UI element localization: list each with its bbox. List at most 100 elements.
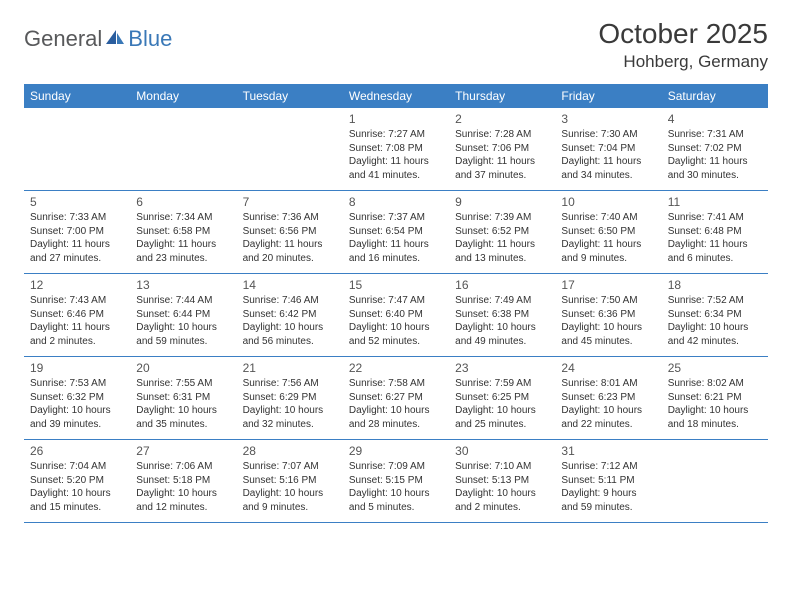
calendar-cell: 7Sunrise: 7:36 AMSunset: 6:56 PMDaylight… (237, 191, 343, 273)
daylight-text: Daylight: 11 hours and 6 minutes. (668, 238, 762, 265)
daylight-text: Daylight: 10 hours and 35 minutes. (136, 404, 230, 431)
daylight-text: Daylight: 10 hours and 45 minutes. (561, 321, 655, 348)
daylight-text: Daylight: 9 hours and 59 minutes. (561, 487, 655, 514)
day-number: 18 (668, 278, 762, 292)
daylight-text: Daylight: 11 hours and 2 minutes. (30, 321, 124, 348)
day-info: Sunrise: 7:27 AMSunset: 7:08 PMDaylight:… (349, 128, 443, 182)
calendar-row: 12Sunrise: 7:43 AMSunset: 6:46 PMDayligh… (24, 274, 768, 357)
sunset-text: Sunset: 5:11 PM (561, 474, 655, 488)
daylight-text: Daylight: 10 hours and 28 minutes. (349, 404, 443, 431)
calendar-cell: 10Sunrise: 7:40 AMSunset: 6:50 PMDayligh… (555, 191, 661, 273)
daylight-text: Daylight: 11 hours and 9 minutes. (561, 238, 655, 265)
day-number: 17 (561, 278, 655, 292)
sunrise-text: Sunrise: 7:47 AM (349, 294, 443, 308)
daylight-text: Daylight: 10 hours and 9 minutes. (243, 487, 337, 514)
calendar-row: 19Sunrise: 7:53 AMSunset: 6:32 PMDayligh… (24, 357, 768, 440)
title-block: October 2025 Hohberg, Germany (598, 18, 768, 72)
day-number: 12 (30, 278, 124, 292)
daylight-text: Daylight: 10 hours and 39 minutes. (30, 404, 124, 431)
day-info: Sunrise: 7:47 AMSunset: 6:40 PMDaylight:… (349, 294, 443, 348)
daylight-text: Daylight: 11 hours and 34 minutes. (561, 155, 655, 182)
sunrise-text: Sunrise: 7:50 AM (561, 294, 655, 308)
calendar-cell: 20Sunrise: 7:55 AMSunset: 6:31 PMDayligh… (130, 357, 236, 439)
day-number: 14 (243, 278, 337, 292)
day-info: Sunrise: 8:01 AMSunset: 6:23 PMDaylight:… (561, 377, 655, 431)
calendar-cell: 6Sunrise: 7:34 AMSunset: 6:58 PMDaylight… (130, 191, 236, 273)
sunrise-text: Sunrise: 7:58 AM (349, 377, 443, 391)
day-number: 4 (668, 112, 762, 126)
sunrise-text: Sunrise: 8:02 AM (668, 377, 762, 391)
day-info: Sunrise: 7:34 AMSunset: 6:58 PMDaylight:… (136, 211, 230, 265)
day-info: Sunrise: 7:52 AMSunset: 6:34 PMDaylight:… (668, 294, 762, 348)
calendar-cell: 18 Sunrise: 7:52 AMSunset: 6:34 PMDayligh… (662, 274, 768, 356)
day-number: 11 (668, 195, 762, 209)
sunset-text: Sunset: 6:25 PM (455, 391, 549, 405)
calendar-cell (130, 108, 236, 190)
calendar-cell: 13Sunrise: 7:44 AMSunset: 6:44 PMDayligh… (130, 274, 236, 356)
sunset-text: Sunset: 6:32 PM (30, 391, 124, 405)
weekday-tuesday: Tuesday (237, 84, 343, 108)
day-info: Sunrise: 7:58 AMSunset: 6:27 PMDaylight:… (349, 377, 443, 431)
weekday-header: Sunday Monday Tuesday Wednesday Thursday… (24, 84, 768, 108)
day-info: Sunrise: 7:06 AMSunset: 5:18 PMDaylight:… (136, 460, 230, 514)
day-number: 8 (349, 195, 443, 209)
day-number: 30 (455, 444, 549, 458)
calendar-cell (237, 108, 343, 190)
sunrise-text: Sunrise: 8:01 AM (561, 377, 655, 391)
day-number: 28 (243, 444, 337, 458)
sunrise-text: Sunrise: 7:44 AM (136, 294, 230, 308)
calendar-cell: 28Sunrise: 7:07 AMSunset: 5:16 PMDayligh… (237, 440, 343, 522)
calendar-row: 1 Sunrise: 7:27 AMSunset: 7:08 PMDaylight… (24, 108, 768, 191)
sunrise-text: Sunrise: 7:34 AM (136, 211, 230, 225)
day-info: Sunrise: 7:40 AMSunset: 6:50 PMDaylight:… (561, 211, 655, 265)
day-info: Sunrise: 7:28 AMSunset: 7:06 PMDaylight:… (455, 128, 549, 182)
sunset-text: Sunset: 6:42 PM (243, 308, 337, 322)
day-number: 22 (349, 361, 443, 375)
sunrise-text: Sunrise: 7:09 AM (349, 460, 443, 474)
logo: General Blue (24, 18, 172, 52)
sunrise-text: Sunrise: 7:07 AM (243, 460, 337, 474)
sunset-text: Sunset: 6:27 PM (349, 391, 443, 405)
day-number: 1 (349, 112, 443, 126)
daylight-text: Daylight: 10 hours and 56 minutes. (243, 321, 337, 348)
calendar-cell: 25Sunrise: 8:02 AMSunset: 6:21 PMDayligh… (662, 357, 768, 439)
daylight-text: Daylight: 11 hours and 27 minutes. (30, 238, 124, 265)
daylight-text: Daylight: 10 hours and 52 minutes. (349, 321, 443, 348)
day-info: Sunrise: 7:56 AMSunset: 6:29 PMDaylight:… (243, 377, 337, 431)
calendar-body: 1 Sunrise: 7:27 AMSunset: 7:08 PMDaylight… (24, 108, 768, 523)
day-info: Sunrise: 7:39 AMSunset: 6:52 PMDaylight:… (455, 211, 549, 265)
calendar-cell: 31Sunrise: 7:12 AMSunset: 5:11 PMDayligh… (555, 440, 661, 522)
logo-text-general: General (24, 26, 102, 52)
sunset-text: Sunset: 6:36 PM (561, 308, 655, 322)
calendar-cell: 21Sunrise: 7:56 AMSunset: 6:29 PMDayligh… (237, 357, 343, 439)
daylight-text: Daylight: 11 hours and 41 minutes. (349, 155, 443, 182)
calendar-cell: 26 Sunrise: 7:04 AMSunset: 5:20 PMDayligh… (24, 440, 130, 522)
sunrise-text: Sunrise: 7:39 AM (455, 211, 549, 225)
day-info: Sunrise: 7:55 AMSunset: 6:31 PMDaylight:… (136, 377, 230, 431)
day-info: Sunrise: 7:12 AMSunset: 5:11 PMDaylight:… (561, 460, 655, 514)
sunrise-text: Sunrise: 7:59 AM (455, 377, 549, 391)
header: General Blue October 2025 Hohberg, Germa… (24, 18, 768, 72)
sunrise-text: Sunrise: 7:43 AM (30, 294, 124, 308)
day-info: Sunrise: 7:09 AMSunset: 5:15 PMDaylight:… (349, 460, 443, 514)
sunset-text: Sunset: 7:04 PM (561, 142, 655, 156)
sunrise-text: Sunrise: 7:53 AM (30, 377, 124, 391)
calendar-cell: 27Sunrise: 7:06 AMSunset: 5:18 PMDayligh… (130, 440, 236, 522)
day-number: 24 (561, 361, 655, 375)
day-info: Sunrise: 7:04 AMSunset: 5:20 PMDaylight:… (30, 460, 124, 514)
daylight-text: Daylight: 11 hours and 37 minutes. (455, 155, 549, 182)
day-number: 26 (30, 444, 124, 458)
sunrise-text: Sunrise: 7:31 AM (668, 128, 762, 142)
daylight-text: Daylight: 10 hours and 18 minutes. (668, 404, 762, 431)
calendar-cell: 23Sunrise: 7:59 AMSunset: 6:25 PMDayligh… (449, 357, 555, 439)
daylight-text: Daylight: 10 hours and 32 minutes. (243, 404, 337, 431)
sunrise-text: Sunrise: 7:12 AM (561, 460, 655, 474)
day-info: Sunrise: 7:46 AMSunset: 6:42 PMDaylight:… (243, 294, 337, 348)
sunrise-text: Sunrise: 7:56 AM (243, 377, 337, 391)
daylight-text: Daylight: 11 hours and 16 minutes. (349, 238, 443, 265)
daylight-text: Daylight: 11 hours and 13 minutes. (455, 238, 549, 265)
weekday-monday: Monday (130, 84, 236, 108)
day-info: Sunrise: 8:02 AMSunset: 6:21 PMDaylight:… (668, 377, 762, 431)
day-info: Sunrise: 7:36 AMSunset: 6:56 PMDaylight:… (243, 211, 337, 265)
day-info: Sunrise: 7:31 AMSunset: 7:02 PMDaylight:… (668, 128, 762, 182)
